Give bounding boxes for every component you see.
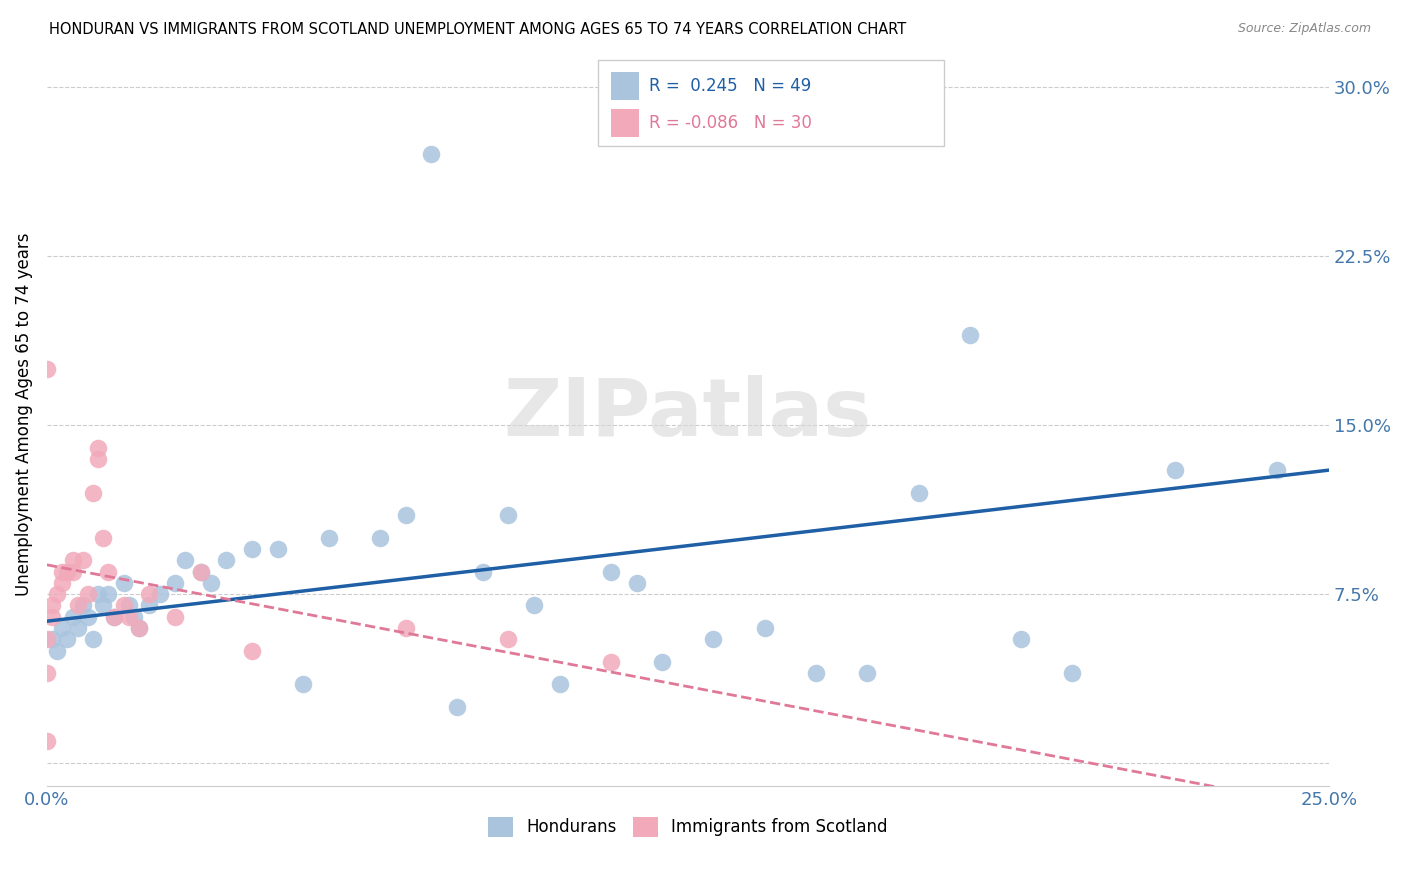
Point (498, 632, 520, 647)
Point (87, 451, 110, 466)
Point (420, 147, 443, 161)
Point (498, 508, 520, 523)
Point (46, 643, 69, 657)
Point (1267, 463, 1289, 477)
Point (754, 621, 776, 635)
Point (51, 565, 73, 579)
Point (1164, 463, 1187, 477)
Point (651, 655, 673, 669)
Point (82, 485, 104, 500)
Point (266, 542, 288, 557)
Point (62, 609, 84, 624)
Point (82, 632, 104, 647)
Point (103, 609, 125, 624)
Point (548, 677, 571, 691)
Point (318, 531, 340, 545)
Point (56, 632, 79, 647)
Point (200, 575, 222, 590)
Point (165, 575, 187, 590)
Point (62, 565, 84, 579)
Point (240, 643, 263, 657)
Point (62, 553, 84, 567)
Point (626, 575, 648, 590)
Point (702, 632, 724, 647)
Point (395, 621, 418, 635)
Point (138, 599, 160, 613)
Point (190, 565, 212, 579)
Bar (612, 71, 640, 100)
Point (35, 361, 58, 376)
Point (395, 508, 418, 523)
Y-axis label: Unemployment Among Ages 65 to 74 years: Unemployment Among Ages 65 to 74 years (15, 232, 32, 596)
Point (91, 599, 114, 613)
FancyBboxPatch shape (598, 61, 945, 146)
Point (190, 565, 212, 579)
Point (240, 542, 263, 557)
Point (46, 587, 69, 601)
Point (35, 733, 58, 747)
Point (149, 587, 172, 601)
Point (72, 599, 94, 613)
Point (103, 609, 125, 624)
Point (77, 609, 100, 624)
Text: Source: ZipAtlas.com: Source: ZipAtlas.com (1237, 22, 1371, 36)
Point (118, 599, 141, 613)
Point (91, 531, 114, 545)
Text: R = -0.086   N = 30: R = -0.086 N = 30 (650, 114, 813, 132)
Point (959, 327, 981, 342)
Point (292, 677, 315, 691)
Point (66, 599, 89, 613)
Point (87, 587, 110, 601)
Point (72, 553, 94, 567)
Point (51, 575, 73, 590)
Point (41, 632, 63, 647)
Point (368, 531, 391, 545)
Point (1062, 666, 1084, 681)
Bar (612, 109, 640, 137)
Text: ZIPatlas: ZIPatlas (503, 375, 872, 453)
Point (856, 666, 879, 681)
Point (51, 621, 73, 635)
Point (122, 609, 145, 624)
Point (35, 666, 58, 681)
Point (138, 587, 160, 601)
Point (600, 655, 623, 669)
Point (66, 621, 89, 635)
Point (56, 565, 79, 579)
Point (215, 553, 238, 567)
Point (87, 441, 110, 455)
Point (41, 599, 63, 613)
Point (165, 609, 187, 624)
Point (128, 621, 150, 635)
Text: HONDURAN VS IMMIGRANTS FROM SCOTLAND UNEMPLOYMENT AMONG AGES 65 TO 74 YEARS CORR: HONDURAN VS IMMIGRANTS FROM SCOTLAND UNE… (49, 22, 907, 37)
Point (446, 699, 468, 714)
Point (471, 565, 494, 579)
Point (112, 599, 135, 613)
Point (118, 609, 141, 624)
Point (97, 565, 120, 579)
Point (804, 666, 827, 681)
Point (600, 565, 623, 579)
Legend: Hondurans, Immigrants from Scotland: Hondurans, Immigrants from Scotland (488, 817, 889, 837)
Text: R =  0.245   N = 49: R = 0.245 N = 49 (650, 77, 811, 95)
Point (128, 621, 150, 635)
Point (174, 553, 197, 567)
Point (112, 575, 135, 590)
Point (35, 632, 58, 647)
Point (77, 587, 100, 601)
Point (97, 587, 120, 601)
Point (907, 485, 929, 500)
Point (41, 609, 63, 624)
Point (523, 599, 546, 613)
Point (1010, 632, 1032, 647)
